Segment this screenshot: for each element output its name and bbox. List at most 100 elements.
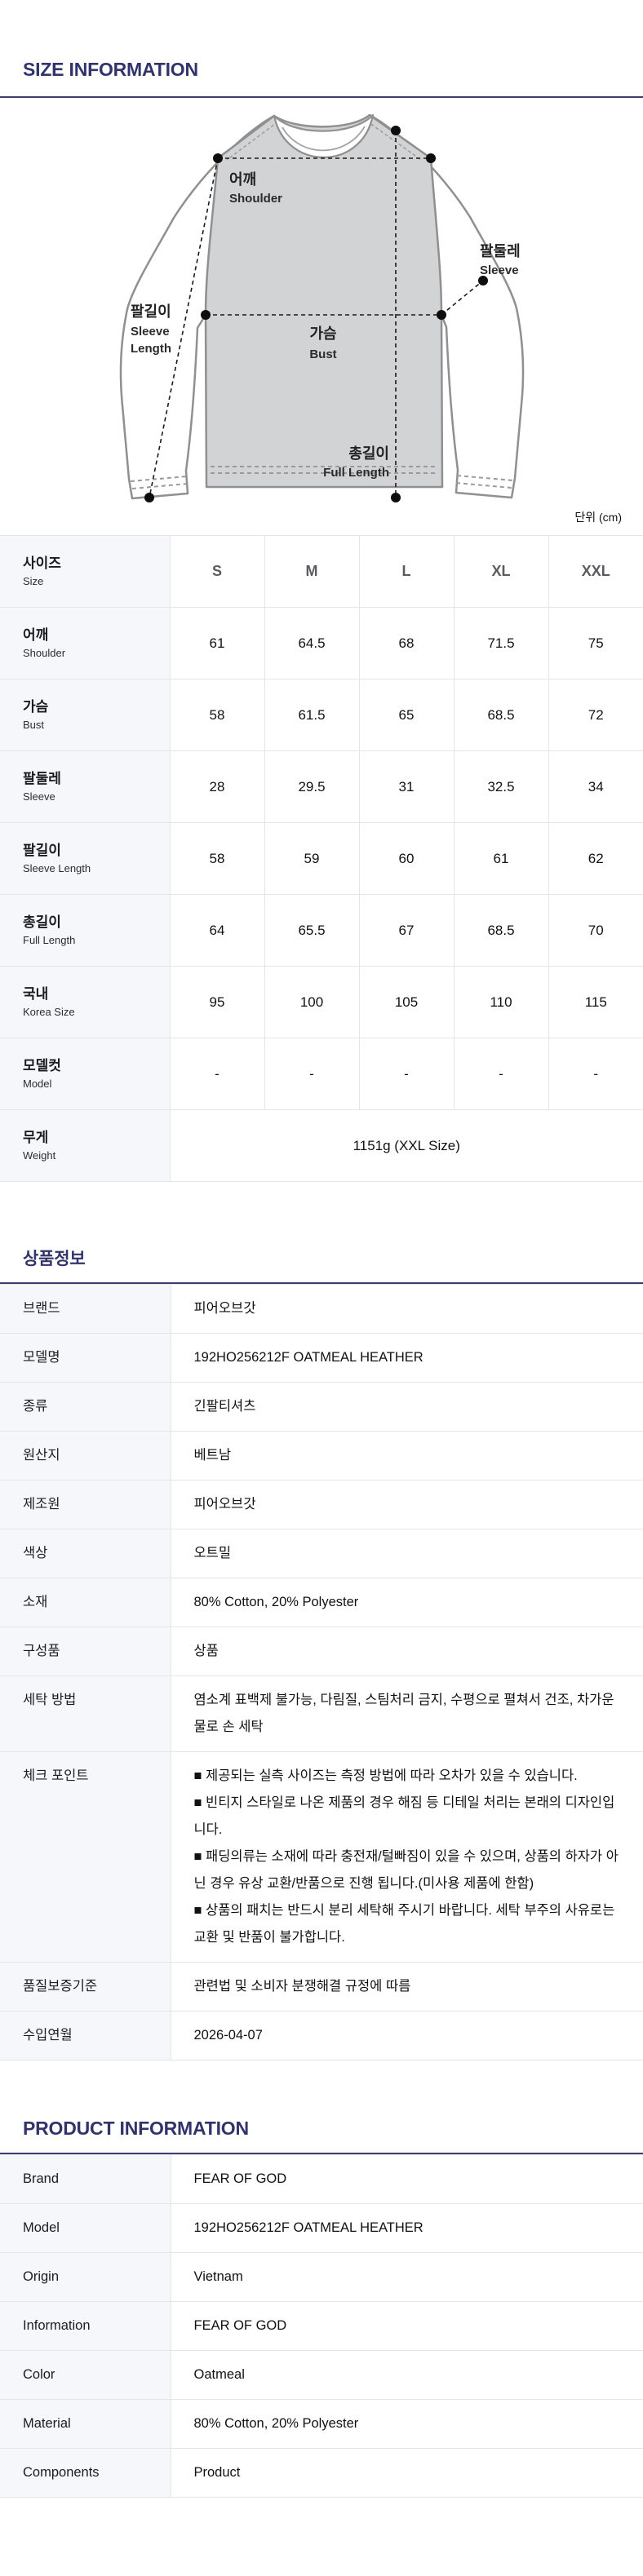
- info-label: 종류: [0, 1382, 171, 1432]
- cell-value: 32.5: [454, 750, 549, 823]
- table-row: 원산지 베트남: [0, 1431, 643, 1481]
- shirt-left-sleeve: [119, 114, 276, 500]
- info-value: 관련법 및 소비자 분쟁해결 규정에 따름: [171, 1962, 643, 2012]
- shirt-collar: [273, 113, 375, 158]
- sleeve-label-en: Sleeve: [480, 263, 519, 277]
- table-row: 어깨 Shoulder 61 64.5 68 71.5 75: [0, 607, 643, 679]
- right-cuff-stitch: [455, 475, 514, 489]
- size-header-en: Size: [23, 575, 44, 587]
- info-value: 192HO256212F OATMEAL HEATHER: [171, 2203, 643, 2253]
- weight-value: 1151g (XXL Size): [170, 1109, 643, 1182]
- info-label: Components: [0, 2448, 171, 2498]
- weight-row: 무게 Weight 1151g (XXL Size): [0, 1109, 643, 1182]
- row-label-ko: 팔길이: [23, 843, 61, 858]
- info-value: Oatmeal: [171, 2350, 643, 2400]
- cell-value: 68.5: [454, 894, 549, 967]
- cell-value: 61: [170, 607, 265, 679]
- product-info-en-title: PRODUCT INFORMATION: [23, 2118, 249, 2139]
- table-row: 세탁 방법 염소계 표백제 불가능, 다림질, 스팀처리 금지, 수평으로 펼쳐서…: [0, 1675, 643, 1752]
- table-row: Information FEAR OF GOD: [0, 2301, 643, 2351]
- row-label-ko: 가슴: [23, 699, 49, 715]
- sleeve-length-label-en1: Sleeve: [131, 325, 170, 339]
- info-value: 80% Cotton, 20% Polyester: [171, 1578, 643, 1627]
- info-label: Information: [0, 2301, 171, 2351]
- size-table-header-row: 사이즈 Size S M L XL XXL: [0, 535, 643, 608]
- info-label: Color: [0, 2350, 171, 2400]
- table-row: 수입연월 2026-04-07: [0, 2011, 643, 2060]
- info-value: 상품: [171, 1627, 643, 1676]
- table-row: 총길이 Full Length 64 65.5 67 68.5 70: [0, 894, 643, 967]
- row-label-ko: 모델컷: [23, 1058, 61, 1073]
- size-header-ko: 사이즈: [23, 555, 61, 571]
- info-value: 80% Cotton, 20% Polyester: [171, 2399, 643, 2449]
- cell-value: 105: [359, 966, 455, 1038]
- table-row: 국내 Korea Size 95 100 105 110 115: [0, 966, 643, 1038]
- cell-value: -: [548, 1038, 643, 1110]
- size-header-label: 사이즈 Size: [0, 535, 171, 608]
- table-row: 가슴 Bust 58 61.5 65 68.5 72: [0, 679, 643, 751]
- info-value: FEAR OF GOD: [171, 2154, 643, 2204]
- full-length-label-ko: 총길이: [348, 445, 389, 462]
- row-label-ko: 어깨: [23, 627, 49, 643]
- info-label: 수입연월: [0, 2011, 171, 2060]
- size-col-l: L: [359, 535, 455, 608]
- cell-value: 67: [359, 894, 455, 967]
- info-value: 긴팔티셔츠: [171, 1382, 643, 1432]
- cell-value: 68: [359, 607, 455, 679]
- info-label: 색상: [0, 1529, 171, 1578]
- cell-value: 31: [359, 750, 455, 823]
- info-label: Material: [0, 2399, 171, 2449]
- cell-value: 61: [454, 822, 549, 895]
- info-label: 품질보증기준: [0, 1962, 171, 2012]
- info-value: 192HO256212F OATMEAL HEATHER: [171, 1333, 643, 1383]
- bust-label-en: Bust: [309, 347, 336, 361]
- table-row: 품질보증기준 관련법 및 소비자 분쟁해결 규정에 따름: [0, 1962, 643, 2012]
- table-row: 모델컷 Model - - - - -: [0, 1038, 643, 1110]
- sleeve-label-ko: 팔둘레: [480, 243, 521, 259]
- cell-value: 71.5: [454, 607, 549, 679]
- cell-value: 59: [264, 822, 360, 895]
- info-label: Origin: [0, 2252, 171, 2302]
- section-divider: [0, 2153, 643, 2154]
- cell-value: 65.5: [264, 894, 360, 967]
- sleeve-length-measure-line: [149, 157, 219, 498]
- size-col-xxl: XXL: [548, 535, 643, 608]
- row-label-ko: 총길이: [23, 914, 61, 930]
- cell-value: 115: [548, 966, 643, 1038]
- table-row: 모델명 192HO256212F OATMEAL HEATHER: [0, 1333, 643, 1383]
- table-row: 소재 80% Cotton, 20% Polyester: [0, 1578, 643, 1627]
- cell-value: 29.5: [264, 750, 360, 823]
- row-label-en: Korea Size: [23, 1006, 75, 1018]
- full-length-label-en: Full Length: [323, 466, 389, 480]
- size-table: 사이즈 Size S M L XL XXL 어깨 Shoulder 61 64.5…: [0, 535, 643, 1182]
- table-row: 브랜드 피어오브갓: [0, 1284, 643, 1334]
- info-value: 오트밀: [171, 1529, 643, 1578]
- cell-value: 64.5: [264, 607, 360, 679]
- info-value: 염소계 표백제 불가능, 다림질, 스팀처리 금지, 수평으로 펼쳐서 건조, …: [171, 1675, 643, 1752]
- info-label: 세탁 방법: [0, 1675, 171, 1752]
- size-col-xl: XL: [454, 535, 549, 608]
- table-row: 팔길이 Sleeve Length 58 59 60 61 62: [0, 822, 643, 895]
- cell-value: 65: [359, 679, 455, 751]
- raglan-seam-stitch: [226, 120, 422, 161]
- cell-value: 62: [548, 822, 643, 895]
- cell-value: 70: [548, 894, 643, 967]
- cell-value: 100: [264, 966, 360, 1038]
- cell-value: 58: [170, 679, 265, 751]
- shirt-measurement-diagram: 어깨 Shoulder 팔둘레 Sleeve 팔길이 Sleeve Length…: [119, 113, 525, 502]
- unit-note: 단위 (cm): [574, 511, 622, 524]
- table-row: Material 80% Cotton, 20% Polyester: [0, 2399, 643, 2449]
- row-label-en: Shoulder: [23, 647, 66, 659]
- info-value: 2026-04-07: [171, 2011, 643, 2060]
- table-row: Brand FEAR OF GOD: [0, 2154, 643, 2204]
- table-row: 색상 오트밀: [0, 1529, 643, 1578]
- sleeve-length-label-en2: Length: [131, 342, 171, 356]
- row-label-ko: 국내: [23, 986, 49, 1002]
- cell-value: -: [170, 1038, 265, 1110]
- info-label: 제조원: [0, 1480, 171, 1529]
- row-label-en: Model: [23, 1078, 52, 1090]
- bottom-spacer: [0, 2498, 643, 2552]
- table-row: Color Oatmeal: [0, 2350, 643, 2400]
- row-label-en: Sleeve Length: [23, 862, 91, 874]
